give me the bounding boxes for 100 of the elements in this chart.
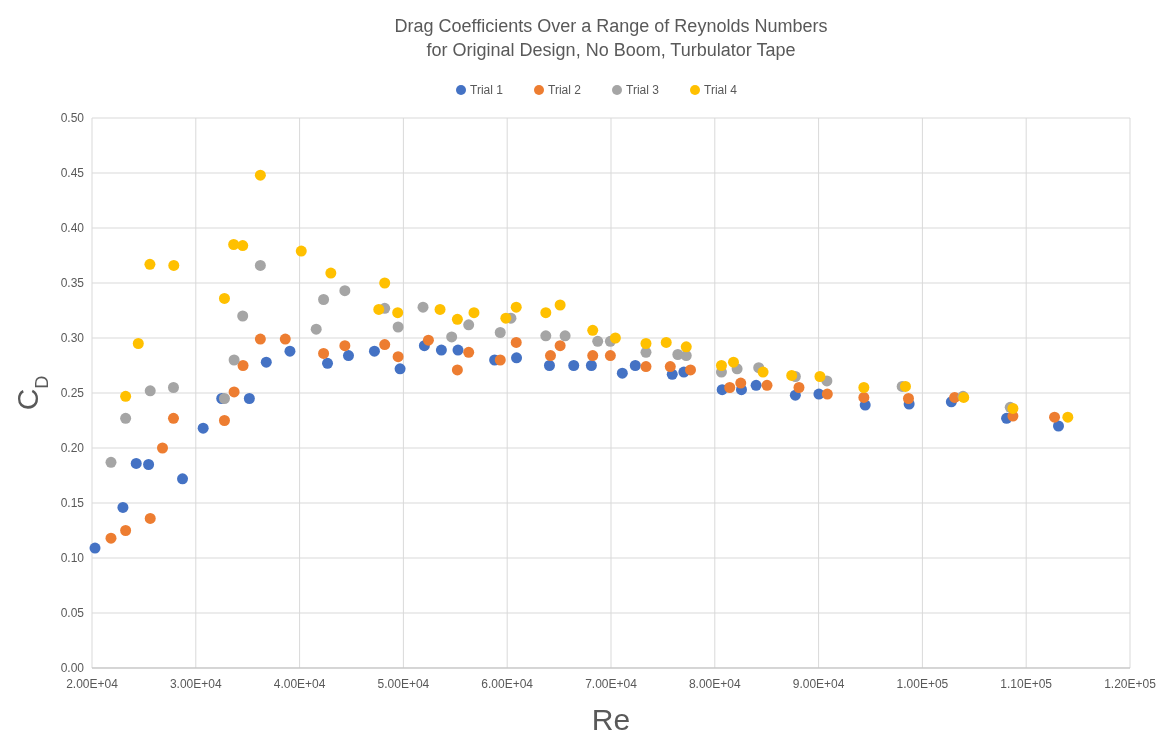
point	[724, 382, 736, 393]
point	[117, 501, 129, 513]
point	[392, 351, 404, 363]
legend-label: Trial 2	[548, 83, 582, 97]
point	[318, 294, 330, 305]
point	[120, 412, 132, 424]
y-tick-label: 0.30	[60, 331, 85, 345]
point	[254, 259, 266, 271]
x-tick-label: 4.00E+04	[273, 677, 326, 691]
point	[629, 360, 641, 371]
point	[858, 382, 870, 393]
point	[494, 327, 506, 338]
point	[554, 299, 566, 311]
point	[279, 333, 291, 345]
point	[417, 301, 429, 313]
y-tick-label: 0.40	[60, 221, 85, 235]
point	[339, 340, 351, 352]
x-tick-label: 1.20E+05	[1104, 677, 1157, 691]
point	[568, 360, 580, 371]
point	[434, 303, 446, 315]
point	[130, 457, 142, 469]
point	[243, 393, 255, 404]
point	[144, 512, 156, 524]
point	[821, 388, 833, 400]
x-tick-label: 9.00E+04	[792, 677, 845, 691]
point	[463, 319, 475, 331]
point	[510, 336, 522, 348]
x-tick-label: 5.00E+04	[377, 677, 430, 691]
y-tick-label: 0.25	[60, 386, 85, 400]
point	[858, 391, 870, 403]
point	[500, 312, 512, 324]
point	[237, 360, 249, 371]
point	[511, 352, 523, 364]
legend-label: Trial 3	[626, 83, 660, 97]
point	[144, 258, 156, 270]
point	[468, 307, 480, 319]
point	[660, 336, 672, 348]
y-tick-label: 0.15	[60, 496, 85, 510]
point	[177, 473, 189, 485]
point	[120, 525, 132, 536]
point	[793, 382, 805, 393]
x-tick-label: 8.00E+04	[688, 677, 741, 691]
point	[144, 385, 156, 397]
point	[368, 345, 380, 357]
point	[1062, 411, 1074, 423]
point	[318, 347, 330, 359]
point	[339, 285, 351, 297]
point	[342, 350, 354, 362]
point	[1052, 420, 1064, 432]
point	[105, 456, 117, 468]
point	[761, 379, 773, 391]
point	[392, 321, 404, 333]
x-tick-label: 1.10E+05	[1000, 677, 1053, 691]
point	[592, 335, 604, 347]
point	[325, 267, 337, 279]
point	[452, 344, 464, 356]
point	[554, 340, 566, 352]
y-tick-label: 0.10	[60, 551, 85, 565]
point	[228, 239, 240, 250]
point	[640, 338, 652, 349]
point	[757, 366, 769, 378]
y-tick-label: 0.20	[60, 441, 85, 455]
point	[451, 313, 463, 325]
point	[715, 360, 727, 371]
point	[463, 346, 475, 358]
point	[373, 303, 385, 315]
y-tick-label: 0.05	[60, 606, 85, 620]
point	[544, 350, 556, 362]
point	[284, 345, 296, 357]
point	[254, 169, 266, 181]
point	[322, 357, 334, 369]
y-tick-label: 0.50	[60, 111, 85, 125]
point	[685, 364, 697, 376]
point	[814, 371, 826, 382]
point	[727, 356, 739, 368]
point	[609, 332, 621, 344]
point	[494, 354, 506, 366]
point	[1049, 411, 1061, 423]
point	[616, 367, 628, 379]
point	[540, 330, 552, 342]
point	[218, 415, 230, 426]
point	[435, 344, 447, 356]
chart-title: Drag Coefficients Over a Range of Reynolds Numbers for Original Design, No Boom, Turbulator Tape	[394, 16, 828, 60]
point	[156, 442, 168, 454]
x-tick-label: 1.00E+05	[896, 677, 949, 691]
x-tick-label: 7.00E+04	[585, 677, 638, 691]
point	[379, 277, 391, 289]
point	[680, 341, 692, 353]
point	[392, 307, 404, 319]
point	[143, 459, 155, 470]
x-tick-label: 3.00E+04	[169, 677, 222, 691]
point	[559, 330, 571, 342]
point	[735, 377, 747, 389]
legend-label: Trial 1	[470, 83, 504, 97]
point	[680, 350, 692, 362]
point	[422, 334, 434, 346]
point	[237, 240, 249, 252]
point	[750, 379, 762, 391]
point	[197, 422, 209, 434]
y-tick-label: 0.00	[60, 661, 85, 675]
